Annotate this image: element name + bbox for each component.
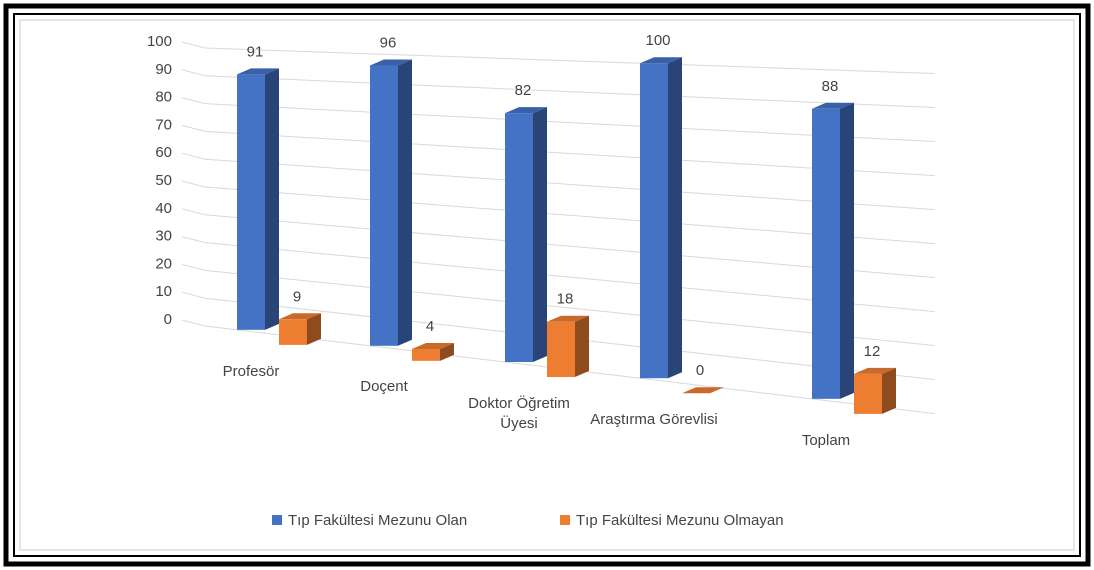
value-label: 91: [247, 43, 264, 60]
bar: [370, 65, 398, 346]
bar-top: [547, 315, 589, 322]
x-tick-label: Doktor Öğretim Üyesi: [468, 394, 570, 432]
legend-swatch: [560, 515, 570, 525]
bar-top: [412, 343, 454, 350]
x-tick-label: Araştırma Görevlisi: [590, 410, 718, 428]
y-tick-label: 20: [155, 255, 172, 272]
y-tick-label: 60: [155, 144, 172, 161]
value-label: 9: [293, 288, 301, 305]
grid-line: [204, 75, 936, 109]
bar-side: [307, 313, 321, 345]
legend-swatch: [272, 515, 282, 525]
value-label: 88: [822, 78, 839, 95]
value-label: 18: [557, 291, 574, 308]
bar-side: [440, 343, 454, 361]
wall-line: [181, 97, 206, 105]
bar: [412, 349, 440, 361]
bar: [854, 373, 882, 414]
bar-side: [668, 57, 682, 379]
outer-border: [3, 3, 1091, 567]
bar-top: [854, 367, 896, 374]
y-tick-label: 30: [155, 228, 172, 245]
bar-top: [279, 313, 321, 320]
x-tick-label: Profesör: [222, 362, 280, 380]
bar: [279, 319, 307, 345]
bar: [505, 113, 533, 362]
y-tick-label: 10: [155, 283, 172, 300]
bar: [547, 321, 575, 378]
wall-line: [181, 69, 206, 77]
y-tick-label: 100: [147, 33, 172, 50]
legend-label: Tıp Fakültesi Mezunu Olan: [288, 512, 467, 529]
bar-top: [812, 102, 854, 109]
bar-side: [398, 59, 412, 346]
value-label: 4: [426, 318, 434, 335]
bar-side: [840, 102, 854, 399]
value-label: 12: [864, 343, 881, 360]
wall-line: [181, 291, 206, 299]
bar-side: [575, 315, 589, 378]
bar: [812, 108, 840, 399]
y-tick-label: 80: [155, 89, 172, 106]
bar-top: [370, 59, 412, 66]
bar-top: [505, 107, 547, 114]
value-label: 82: [515, 82, 532, 99]
wall-line: [181, 180, 206, 188]
y-tick-label: 90: [155, 61, 172, 78]
y-tick-label: 40: [155, 200, 172, 217]
bar: [640, 63, 668, 379]
grid-line: [204, 47, 936, 75]
bar-side: [533, 107, 547, 362]
x-tick-label: Doçent: [360, 378, 408, 396]
bar-top: [237, 68, 279, 75]
y-tick-label: 70: [155, 116, 172, 133]
wall-line: [181, 263, 206, 271]
bar-top: [682, 387, 724, 394]
bar: [237, 74, 265, 330]
value-label: 0: [696, 362, 704, 379]
legend-label: Tıp Fakültesi Mezunu Olmayan: [576, 512, 784, 529]
wall-line: [181, 124, 206, 132]
wall-line: [181, 236, 206, 244]
wall-line: [181, 152, 206, 160]
value-label: 96: [380, 34, 397, 51]
bar-top: [640, 57, 682, 64]
inner-border: [13, 13, 1081, 557]
y-tick-label: 50: [155, 172, 172, 189]
plot-frame: [19, 19, 1075, 551]
x-tick-label: Toplam: [801, 431, 851, 449]
bar-side: [882, 367, 896, 414]
wall-line: [181, 319, 206, 327]
y-tick-label: 0: [164, 311, 172, 328]
bar-side: [265, 68, 279, 330]
wall-line: [181, 208, 206, 216]
value-label: 100: [645, 32, 670, 49]
wall-line: [181, 41, 206, 49]
